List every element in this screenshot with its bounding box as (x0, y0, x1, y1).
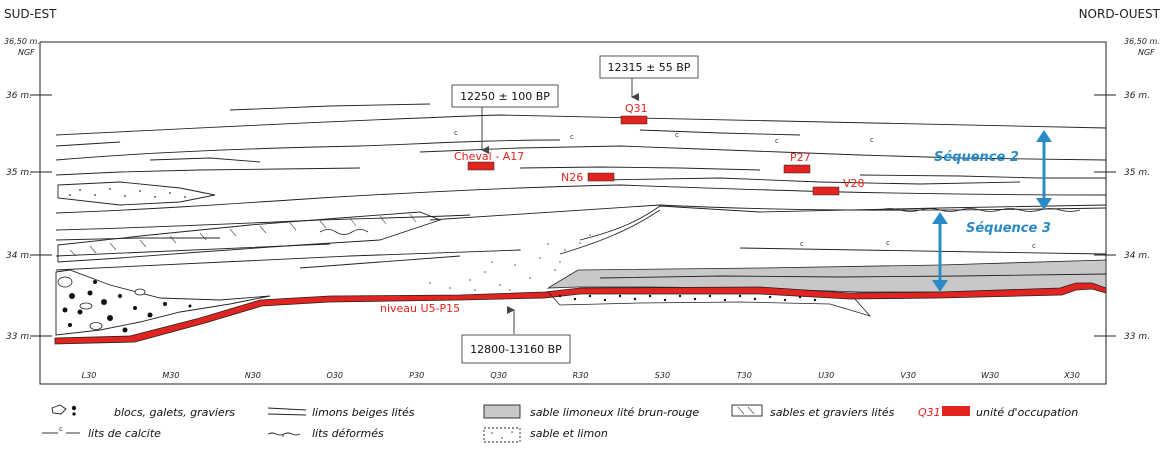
sample-v28-label: V28 (843, 177, 865, 190)
sample-p27-marker (783, 164, 811, 174)
elev-right-34: 34 m. (1124, 251, 1150, 261)
date-top-right-text: 12315 ± 55 BP (608, 61, 691, 74)
limon-lines (55, 103, 1107, 279)
grid-label-o30: O30 (327, 371, 343, 380)
grid-labels: L30 M30 N30 O30 P30 Q30 R30 S30 T30 U30 V30 W30 X30 (82, 371, 1080, 380)
sample-n26-marker (587, 172, 615, 182)
elev-left-36: 36 m. (6, 91, 32, 101)
grid-label-x30: X30 (1063, 371, 1080, 380)
elev-left-3650: 36,50 m. (4, 37, 40, 46)
elev-left-33: 33 m. (6, 332, 32, 342)
legend-sables-graviers-symbol (731, 404, 763, 417)
legend-calcite-symbol: c (42, 425, 80, 434)
legend-occupation-text: unité d'occupation (976, 406, 1078, 419)
calcite-marks: c c c c c c c c (454, 129, 1036, 250)
gravel-lens-upper (57, 181, 216, 206)
grid-label-q30: Q30 (490, 371, 506, 380)
calcite-mark: c (775, 137, 779, 145)
grid-label-n30: N30 (245, 371, 261, 380)
lower-gravel-outline (547, 291, 872, 317)
grid-label-l30: L30 (82, 371, 97, 380)
legend-occupation-code: Q31 (918, 406, 941, 419)
legend: blocs, galets, graviers c lits de calcit… (42, 404, 1078, 443)
date-box-bottom (461, 334, 571, 364)
calcite-mark: c (675, 131, 679, 139)
date-top-left-text: 12250 ± 100 BP (460, 90, 550, 103)
date-bottom-text: 12800-13160 BP (470, 343, 562, 356)
grid-label-v30: V30 (900, 371, 916, 380)
elev-left-ngf: NGF (18, 48, 35, 57)
gravel-lens-mid (57, 211, 442, 263)
grid-label-p30: P30 (409, 371, 424, 380)
legend-deformes-symbol (267, 432, 301, 437)
grid-label-s30: S30 (655, 371, 670, 380)
calcite-mark: c (870, 136, 874, 144)
legend-sable-limon-text: sable et limon (530, 427, 608, 440)
grid-label-u30: U30 (818, 371, 834, 380)
sable-limoneux-layer (546, 259, 1107, 293)
occupation-band (54, 282, 1107, 345)
sample-cheval-marker (467, 161, 495, 171)
elevation-ticks (30, 41, 1116, 337)
sequence-2-label: Séquence 2 (934, 150, 1019, 165)
lower-gravel-dots (558, 294, 817, 302)
elev-right-ngf: NGF (1138, 48, 1155, 57)
sample-q31-label: Q31 (625, 102, 648, 115)
elev-left-35: 35 m. (6, 168, 32, 178)
legend-sable-brun-text: sable limoneux lité brun-rouge (530, 406, 699, 419)
blocks-outlines (57, 276, 146, 330)
legend-limons-text: limons beiges lités (312, 406, 415, 419)
sequence-3-label: Séquence 3 (966, 221, 1051, 236)
calcite-mark: c (1032, 242, 1036, 250)
niveau-label: niveau U5-P15 (380, 302, 460, 315)
date-box-top-right (599, 55, 699, 79)
sable-limon-wedge (350, 228, 605, 295)
gravel-lens-upper-dots (69, 188, 186, 198)
section-frame (39, 41, 1107, 385)
grid-label-r30: R30 (573, 371, 589, 380)
grid-label-t30: T30 (737, 371, 752, 380)
sample-q31-marker (620, 115, 648, 125)
elev-right-33: 33 m. (1124, 332, 1150, 342)
gravel-lens-mid-hatch (69, 213, 417, 257)
legend-sable-limon-symbol (483, 427, 521, 443)
elev-left-34: 34 m. (6, 251, 32, 261)
sequence-2-arrow (1036, 130, 1052, 210)
date-box-top-left (451, 84, 559, 108)
calcite-mark: c (570, 133, 574, 141)
elev-right-35: 35 m. (1124, 168, 1150, 178)
legend-limons-symbol (267, 407, 307, 416)
legend-blocs-symbol (51, 404, 77, 416)
legend-occupation-swatch (942, 406, 970, 416)
legend-blocs-text: blocs, galets, graviers (114, 406, 235, 419)
sample-cheval-label: Cheval - A17 (454, 150, 524, 163)
elev-right-36: 36 m. (1124, 91, 1150, 101)
calcite-mark: c (800, 240, 804, 248)
calcite-mark: c (454, 129, 458, 137)
elev-right-3650: 36,50 m. (1124, 37, 1160, 46)
grid-label-m30: M30 (162, 371, 179, 380)
calcite-mark: c (886, 239, 890, 247)
sequence-3-arrow (932, 212, 948, 292)
legend-sables-graviers-text: sables et graviers lités (770, 406, 895, 419)
grid-label-w30: W30 (981, 371, 999, 380)
blocks-dots (62, 280, 192, 333)
deformed-lines (319, 208, 1081, 235)
blocks-zone (55, 269, 271, 336)
svg-text:c: c (59, 425, 63, 433)
sample-p27-label: P27 (790, 151, 811, 164)
legend-deformes-text: lits déformés (312, 427, 384, 440)
sample-v28-marker (812, 186, 840, 196)
side-label-southeast: SUD-EST (4, 7, 57, 21)
side-label-northwest: NORD-OUEST (1079, 7, 1161, 21)
legend-sable-brun-swatch (483, 404, 521, 419)
sample-n26-label: N26 (561, 171, 583, 184)
sample-markers (467, 115, 840, 196)
legend-calcite-text: lits de calcite (88, 427, 161, 440)
